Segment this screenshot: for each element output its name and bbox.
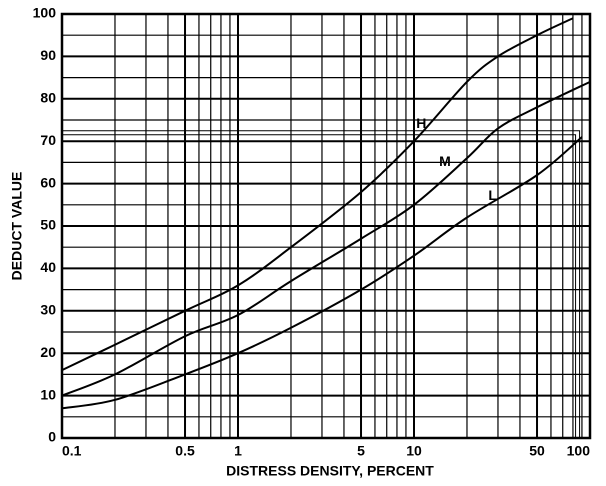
y-tick-label: 30 — [40, 302, 56, 318]
curve — [61, 17, 574, 372]
x-tick-label: 50 — [529, 443, 545, 459]
curve-label: H — [416, 115, 426, 131]
y-tick-label: 80 — [40, 90, 56, 106]
curve-label: M — [439, 153, 451, 169]
y-tick-label: 20 — [40, 344, 56, 360]
y-tick-label: 50 — [40, 217, 56, 233]
y-tick-label: 90 — [40, 47, 56, 63]
reference-line — [62, 134, 577, 438]
curve — [61, 136, 583, 410]
y-tick-label: 10 — [40, 386, 56, 402]
curve-label: L — [488, 187, 497, 203]
curve — [61, 80, 591, 397]
x-tick-label: 10 — [406, 443, 422, 459]
x-tick-label: 1 — [234, 443, 242, 459]
y-tick-label: 0 — [48, 429, 56, 445]
y-tick-label: 100 — [33, 5, 57, 21]
y-tick-label: 40 — [40, 259, 56, 275]
y-axis-label: DEDUCT VALUE — [9, 172, 25, 281]
x-tick-label: 0.1 — [62, 443, 82, 459]
reference-line — [62, 130, 581, 438]
plot-frame — [60, 12, 592, 440]
x-tick-label: 5 — [357, 443, 365, 459]
x-tick-label: 0.5 — [175, 443, 195, 459]
x-axis-label: DISTRESS DENSITY, PERCENT — [226, 463, 434, 479]
y-tick-label: 70 — [40, 132, 56, 148]
x-tick-label: 100 — [567, 443, 591, 459]
y-tick-label: 60 — [40, 174, 56, 190]
